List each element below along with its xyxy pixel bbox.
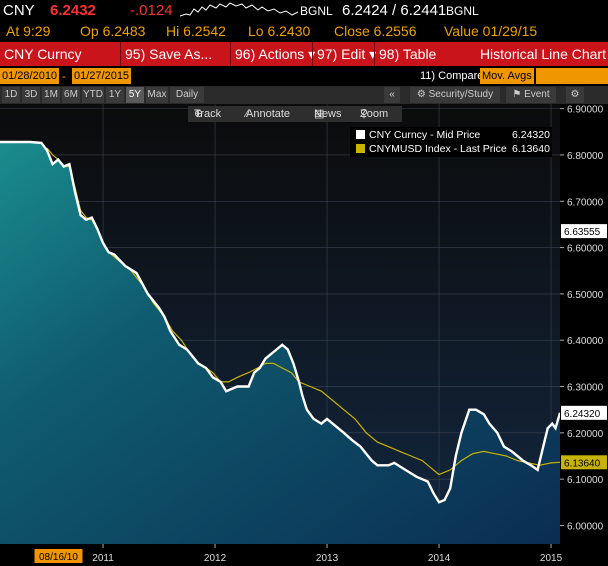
ticker[interactable]: CNY bbox=[3, 2, 35, 19]
y-tick-label: 6.80000 bbox=[567, 151, 604, 162]
magnifier-icon: ⚲ bbox=[360, 108, 369, 120]
value-label: Value 01/29/15 bbox=[444, 23, 538, 39]
range-max-button[interactable]: Max bbox=[146, 87, 168, 103]
y-tick-label: 6.90000 bbox=[567, 105, 604, 116]
x-tick-label: 2012 bbox=[204, 553, 227, 564]
compare-button[interactable]: 11) Compare bbox=[420, 70, 484, 82]
zoom-label: Zoom bbox=[360, 108, 389, 120]
actions-menu[interactable]: 96) Actions ▾ bbox=[230, 42, 315, 66]
chart-tools-bar: ⊕ Track ∕ Annotate ▤ News ⚲ Zoom bbox=[188, 106, 402, 122]
y-axis-panel bbox=[560, 104, 608, 566]
table-button[interactable]: 98) Table bbox=[374, 42, 437, 66]
legend-item-cny[interactable]: CNY Curncy - Mid Price 6.24320 bbox=[356, 129, 550, 141]
annotate-label: Annotate bbox=[246, 108, 291, 120]
high-label: Hi 6.2542 bbox=[166, 23, 226, 39]
blank-field[interactable] bbox=[536, 68, 608, 84]
cny-area-fill bbox=[0, 142, 560, 544]
legend-swatch-cny bbox=[356, 130, 365, 139]
value-marker-label: 6.63555 bbox=[564, 227, 601, 238]
legend-value-cny: 6.24320 bbox=[512, 129, 550, 141]
x-axis: 2011 2012 2013 2014 2015 08/16/10 bbox=[34, 544, 563, 564]
mov-avgs-button[interactable]: Mov. Avgs bbox=[480, 68, 534, 84]
legend-item-cnymusd[interactable]: CNYMUSD Index - Last Price 6.13640 bbox=[356, 143, 550, 155]
news-icon: ▤ bbox=[314, 108, 325, 120]
date-range-bar: 01/28/2010 - 01/27/2015 11) Compare Mov.… bbox=[0, 66, 608, 86]
sparkline bbox=[180, 2, 299, 17]
crosshair-icon: ⊕ bbox=[194, 108, 204, 120]
y-tick-label: 6.00000 bbox=[567, 521, 604, 532]
value-marker-box bbox=[561, 455, 607, 470]
save-as-button[interactable]: 95) Save As... bbox=[120, 42, 233, 66]
y-axis: 6.00000 6.10000 6.20000 6.30000 6.40000 6.500… bbox=[560, 105, 604, 532]
line-chart: 6.00000 6.10000 6.20000 6.30000 6.40000 6.500… bbox=[0, 104, 608, 566]
y-tick-label: 6.30000 bbox=[567, 383, 604, 394]
last-price: 6.2432 bbox=[50, 2, 96, 19]
track-label: Track bbox=[194, 108, 222, 120]
price-change: -.0124 bbox=[130, 2, 173, 19]
x-cursor-box bbox=[34, 549, 83, 563]
close-label: Close 6.2556 bbox=[334, 23, 417, 39]
menu-bar: CNY Curncy 95) Save As... 96) Actions ▾ … bbox=[0, 42, 608, 66]
x-tick-label: 2014 bbox=[428, 553, 451, 564]
x-cursor-label: 08/16/10 bbox=[39, 552, 78, 563]
range-toolbar: 1D 3D 1M 6M YTD 1Y 5Y Max Daily ▼ « ⚙ Se… bbox=[0, 86, 608, 116]
right-value-markers: 6.63555 6.24320 6.13640 bbox=[561, 224, 607, 470]
x-tick-label: 2013 bbox=[316, 553, 339, 564]
security-study-button[interactable]: ⚙ Security/Study bbox=[410, 87, 500, 103]
x-tick-label: 2011 bbox=[92, 553, 114, 564]
info-bar: At 9:29 Op 6.2483 Hi 6.2542 Lo 6.2430 Cl… bbox=[0, 22, 608, 42]
value-marker-box bbox=[561, 405, 607, 420]
legend-label-cny: CNY Curncy - Mid Price bbox=[369, 129, 481, 141]
news-label: News bbox=[314, 108, 342, 120]
pencil-icon: ∕ bbox=[246, 108, 248, 120]
security-study-label: Security/Study bbox=[428, 89, 494, 100]
range-1y-button[interactable]: 1Y bbox=[106, 87, 124, 103]
time-label: At 9:29 bbox=[6, 23, 51, 39]
range-1d-button[interactable]: 1D bbox=[2, 87, 20, 103]
x-tick-label: 2015 bbox=[540, 553, 563, 564]
legend-swatch-cnymusd bbox=[356, 144, 365, 153]
y-tick-label: 6.60000 bbox=[567, 244, 604, 255]
flag-icon: ⚑ bbox=[512, 89, 525, 100]
settings-gear-icon[interactable]: ⚙ bbox=[566, 87, 584, 103]
legend-value-cnymusd: 6.13640 bbox=[512, 143, 550, 155]
edit-menu[interactable]: 97) Edit ▾ bbox=[312, 42, 377, 66]
event-label: Event bbox=[524, 89, 550, 100]
range-1m-button[interactable]: 1M bbox=[42, 87, 60, 103]
y-tick-label: 6.40000 bbox=[567, 336, 604, 347]
security-study-icon: ⚙ bbox=[416, 89, 429, 100]
y-tick-label: 6.50000 bbox=[567, 290, 604, 301]
quote-source-2: BGNL bbox=[446, 4, 479, 18]
quote-source: BGNL bbox=[300, 4, 333, 18]
end-date-field[interactable]: 01/27/2015 bbox=[72, 68, 132, 84]
event-button[interactable]: ⚑ Event bbox=[506, 87, 556, 103]
x-axis-panel bbox=[0, 544, 560, 566]
range-3d-button[interactable]: 3D bbox=[22, 87, 40, 103]
open-label: Op 6.2483 bbox=[80, 23, 146, 39]
date-separator: - bbox=[62, 69, 66, 83]
low-label: Lo 6.2430 bbox=[248, 23, 311, 39]
value-marker-label: 6.13640 bbox=[564, 458, 601, 469]
bid-ask: 6.2424 / 6.2441 bbox=[342, 2, 447, 19]
y-tick-label: 6.70000 bbox=[567, 197, 604, 208]
chart-legend: CNY Curncy - Mid Price 6.24320 CNYMUSD I… bbox=[350, 127, 552, 157]
security-field[interactable]: CNY Curncy bbox=[4, 46, 82, 62]
start-date-field[interactable]: 01/28/2010 bbox=[0, 68, 60, 84]
collapse-button[interactable]: « bbox=[384, 87, 400, 103]
period-dropdown[interactable]: Daily ▼ bbox=[170, 87, 204, 116]
y-tick-label: 6.20000 bbox=[567, 429, 604, 440]
range-6m-button[interactable]: 6M bbox=[62, 87, 80, 103]
range-ytd-button[interactable]: YTD bbox=[82, 87, 104, 103]
y-tick-label: 6.10000 bbox=[567, 475, 604, 486]
quote-bar: CNY 6.2432 -.0124 BGNL 6.2424 / 6.2441 B… bbox=[0, 0, 608, 22]
value-marker-label: 6.24320 bbox=[564, 409, 601, 420]
legend-label-cnymusd: CNYMUSD Index - Last Price bbox=[369, 143, 507, 155]
series-line-cny bbox=[0, 140, 562, 504]
value-marker-box bbox=[561, 224, 607, 239]
range-5y-button[interactable]: 5Y bbox=[126, 87, 144, 103]
chart-type-title[interactable]: Historical Line Chart bbox=[479, 46, 606, 62]
